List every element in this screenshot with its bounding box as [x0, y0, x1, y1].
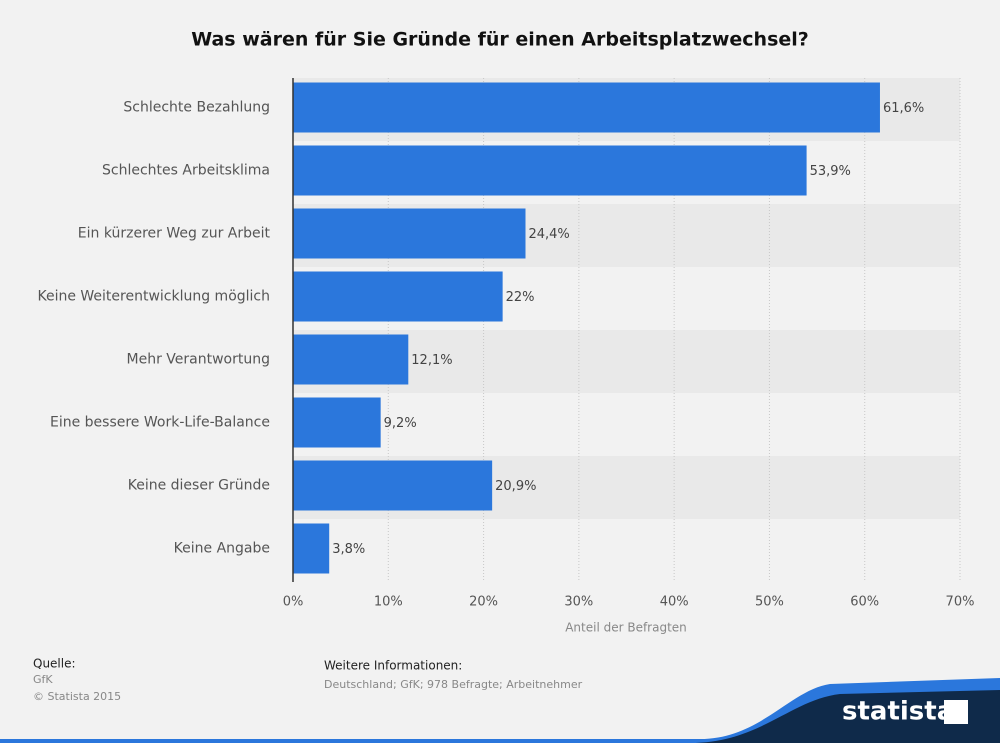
value-label: 22%: [506, 290, 535, 305]
y-tick-label: Eine bessere Work-Life-Balance: [50, 415, 270, 431]
source: GfK: [33, 673, 53, 686]
band-bg: [293, 519, 960, 582]
x-tick-label: 0%: [283, 595, 304, 610]
y-tick-label: Keine Weiterentwicklung möglich: [37, 289, 270, 305]
value-label: 24,4%: [528, 227, 569, 242]
value-label: 53,9%: [810, 164, 851, 179]
x-tick-label: 20%: [469, 595, 498, 610]
bar: [293, 271, 503, 322]
x-tick-label: 40%: [660, 595, 689, 610]
band-bg: [293, 393, 960, 456]
logo-band: [690, 690, 1000, 743]
value-label: 61,6%: [883, 101, 924, 116]
y-tick-label: Schlechtes Arbeitsklima: [102, 163, 270, 179]
chart-title: Was wären für Sie Gründe für einen Arbei…: [191, 29, 809, 51]
info: Deutschland; GfK; 978 Befragte; Arbeitne…: [324, 678, 583, 691]
y-tick-label: Mehr Verantwortung: [127, 352, 270, 368]
source-title: Quelle:: [33, 657, 76, 671]
bar: [293, 523, 330, 574]
bar: [293, 334, 409, 385]
plot: 0% 10% 20% 30% 40% 50% 60% 70% Schlechte Bezahlu…: [37, 78, 974, 610]
bar: [293, 145, 807, 196]
x-tick-label: 30%: [564, 595, 593, 610]
value-label: 3,8%: [332, 542, 365, 557]
x-tick-label: 10%: [374, 595, 403, 610]
bar: [293, 82, 880, 133]
y-tick-label: Keine Angabe: [174, 541, 270, 557]
x-tick-label: 60%: [850, 595, 879, 610]
y-tick-label: Schlechte Bezahlung: [123, 100, 270, 116]
logo: statista: [842, 697, 954, 727]
y-tick-label: Ein kürzerer Weg zur Arbeit: [78, 226, 271, 242]
value-label: 9,2%: [384, 416, 417, 431]
x-tick-label: 50%: [755, 595, 784, 610]
info-title: Weitere Informationen:: [324, 659, 462, 673]
copyright: © Statista 2015: [33, 690, 121, 703]
bar: [293, 397, 381, 448]
value-label: 12,1%: [411, 353, 452, 368]
y-tick-label: Keine dieser Gründe: [128, 478, 270, 494]
x-tick-label: 70%: [946, 595, 975, 610]
logo-icon: [944, 700, 968, 724]
bar: [293, 460, 493, 511]
value-label: 20,9%: [495, 479, 536, 494]
x-axis-label: Anteil der Befragten: [565, 621, 687, 635]
bar: [293, 208, 526, 259]
